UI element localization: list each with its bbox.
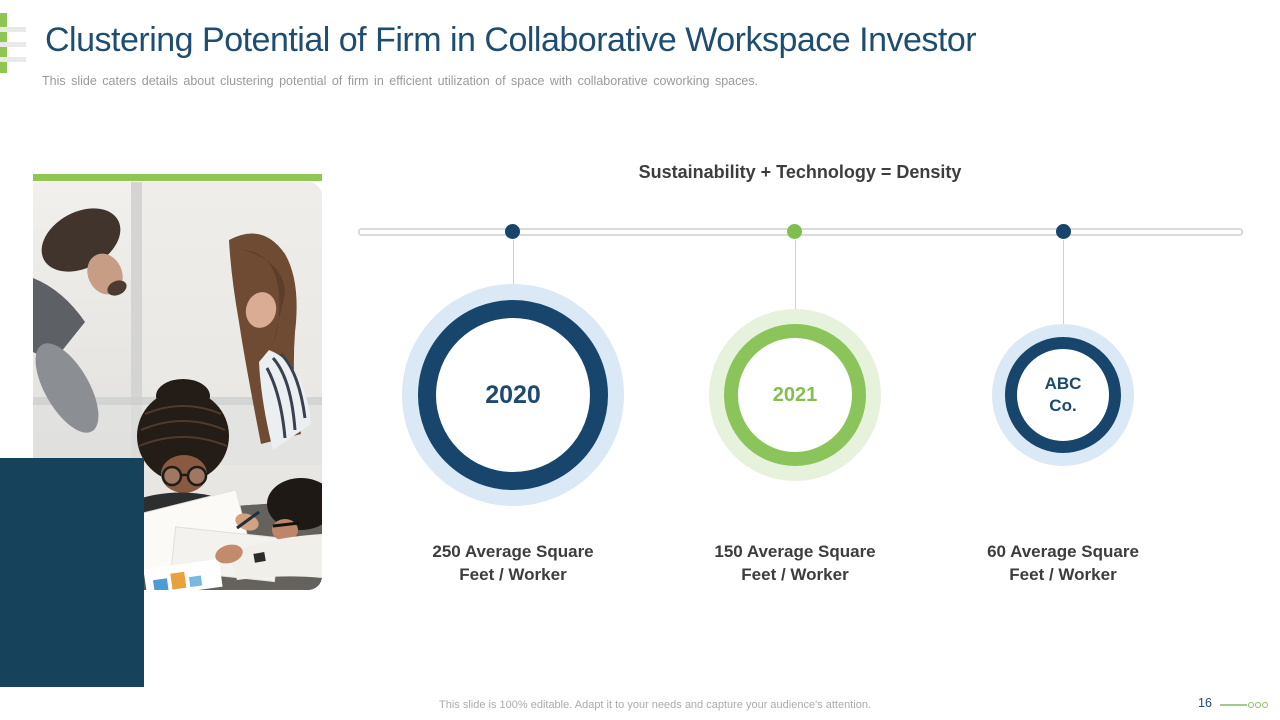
- page-number: 16: [1198, 696, 1212, 710]
- team-photo-illustration: [33, 182, 322, 590]
- decoration-circle: [1248, 701, 1254, 708]
- milestone-caption-abc-co: 60 Average Square Feet / Worker: [987, 542, 1139, 584]
- diagram-heading: Sustainability + Technology = Density: [638, 162, 962, 182]
- milestone-circle-abc-co: ABC Co.: [992, 324, 1134, 466]
- milestone-ring: ABC Co.: [1005, 337, 1121, 453]
- footer-note: This slide is 100% editable. Adapt it to…: [439, 699, 871, 711]
- timeline-dot-2021: [787, 224, 802, 239]
- decoration-circle: [1262, 701, 1268, 708]
- gray-bar: [0, 27, 26, 32]
- header-accent-icon: [0, 13, 28, 75]
- decoration-circle: [1255, 701, 1261, 708]
- timeline-connector: [795, 240, 796, 310]
- milestone-label: 2020: [485, 380, 541, 409]
- gray-bar: [0, 57, 26, 62]
- milestone-caption-2020: 250 Average Square Feet / Worker: [432, 542, 594, 584]
- milestone-ring: 2020: [418, 300, 608, 490]
- milestone-caption-2021: 150 Average Square Feet / Worker: [714, 542, 876, 584]
- slide-subtitle: This slide caters details about clusteri…: [42, 74, 759, 88]
- milestone-ring: 2021: [724, 324, 866, 466]
- page-decoration-icon: [1220, 698, 1276, 710]
- timeline-connector: [513, 240, 514, 285]
- timeline-dot-abc-co: [1056, 224, 1071, 239]
- timeline-dot-2020: [505, 224, 520, 239]
- team-photo: [33, 182, 322, 590]
- photo-top-accent-bar: [33, 174, 322, 181]
- milestone-circle-2021: 2021: [709, 309, 881, 481]
- slide-title: Clustering Potential of Firm in Collabor…: [45, 21, 977, 59]
- milestone-label: ABC Co.: [1044, 374, 1082, 415]
- decoration-line: [1220, 704, 1247, 706]
- milestone-circle-2020: 2020: [402, 284, 624, 506]
- milestone-label: 2021: [772, 383, 818, 406]
- gray-bar: [0, 42, 26, 47]
- timeline-connector: [1063, 240, 1064, 325]
- corner-accent-block: [0, 458, 144, 687]
